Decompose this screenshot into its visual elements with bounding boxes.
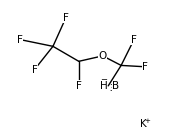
Text: F: F bbox=[17, 34, 23, 44]
Text: 3: 3 bbox=[109, 84, 114, 93]
Text: F: F bbox=[131, 34, 137, 44]
Text: K: K bbox=[140, 119, 146, 129]
Text: +: + bbox=[144, 118, 150, 124]
Text: −: − bbox=[100, 75, 107, 84]
Text: F: F bbox=[32, 64, 37, 75]
Text: F: F bbox=[142, 62, 148, 72]
Text: B: B bbox=[112, 81, 119, 91]
Text: H: H bbox=[99, 81, 107, 91]
Text: F: F bbox=[76, 81, 82, 91]
Text: F: F bbox=[63, 13, 69, 23]
Text: O: O bbox=[99, 51, 107, 61]
